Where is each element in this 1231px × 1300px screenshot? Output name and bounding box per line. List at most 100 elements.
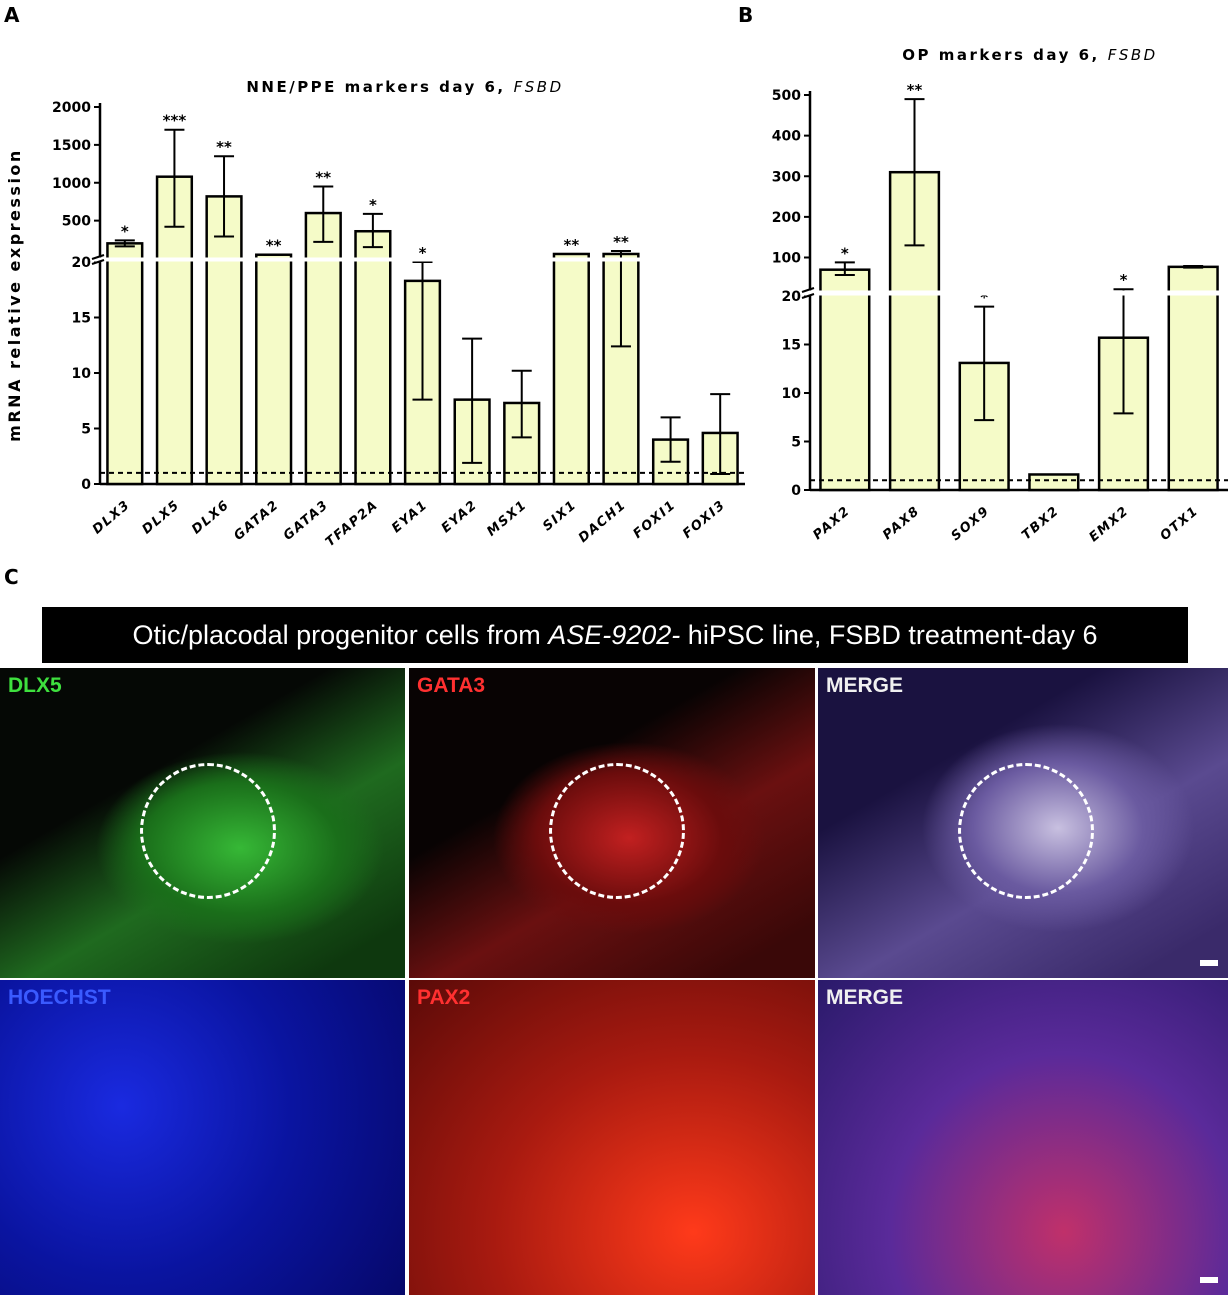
bar	[1167, 265, 1219, 492]
significance: *	[369, 196, 377, 214]
chart-title: NNE/PPE markers day 6, FSBD	[246, 78, 563, 96]
bar	[958, 361, 1010, 492]
significance: ***	[163, 112, 187, 130]
x-tick-label: DLX5	[140, 498, 183, 538]
x-tick-label: PAX8	[880, 504, 923, 543]
error-bar	[1113, 288, 1134, 415]
y-tick-label: 15	[782, 338, 801, 354]
title-text: NNE/PPE markers day 6,	[246, 78, 505, 96]
significance: *	[841, 244, 849, 262]
channel-label: MERGE	[826, 986, 904, 1009]
error-bar	[904, 98, 925, 247]
roi-circle	[549, 763, 685, 899]
error-bar	[511, 369, 532, 439]
title-italic: FSBD	[1108, 46, 1158, 64]
micrograph: GATA3	[409, 668, 815, 978]
error-bar	[412, 261, 433, 401]
bar	[304, 211, 342, 486]
y-tick-label: 0	[791, 483, 801, 499]
channel-label: PAX2	[417, 986, 471, 1009]
x-tick-label: TBX2	[1019, 504, 1062, 544]
micrograph: PAX2	[409, 980, 815, 1295]
significance: *	[121, 222, 129, 240]
title-part: ASE-9202-	[548, 620, 681, 650]
y-tick-label: 400	[772, 129, 801, 145]
bar	[255, 253, 293, 486]
error-bar	[710, 393, 731, 476]
error-bar	[660, 416, 681, 463]
bar	[155, 175, 194, 486]
bar	[1028, 473, 1080, 492]
break-mark	[801, 287, 815, 299]
micrograph: MERGE	[818, 980, 1228, 1295]
axis-break	[802, 290, 1230, 296]
roi-circle	[958, 763, 1094, 899]
x-tick-label: TFAP2A	[323, 498, 382, 550]
y-axis-label: mRNA relative expression	[5, 148, 24, 442]
title-part: Otic/placodal progenitor cells from	[132, 620, 549, 650]
error-bar	[834, 261, 855, 276]
error-bar	[114, 239, 135, 248]
y-tick-label: 0	[81, 477, 91, 493]
significance: *	[980, 289, 988, 307]
error-bar	[1183, 265, 1204, 269]
y-tick-label: 100	[772, 251, 801, 267]
x-tick-label: MSX1	[484, 498, 530, 540]
y-tick-label: 10	[72, 366, 92, 382]
channel-label: GATA3	[417, 674, 486, 697]
error-bar	[974, 305, 995, 422]
channel-label: HOECHST	[8, 986, 111, 1009]
axis-break	[92, 257, 747, 262]
y-tick-label: 20	[72, 255, 92, 271]
error-bar	[164, 128, 185, 228]
y-tick-label: 300	[772, 169, 801, 185]
title-text: OP markers day 6,	[902, 46, 1099, 64]
significance: **	[907, 81, 923, 99]
x-tick-label: DLX3	[90, 498, 133, 538]
x-tick-label: EYA2	[439, 498, 481, 537]
y-tick-label: 20	[782, 289, 802, 305]
significance: **	[563, 236, 579, 254]
roi-circle	[140, 763, 276, 899]
y-tick-label: 5	[791, 435, 801, 451]
bar	[819, 268, 871, 492]
x-tick-label: FOXI1	[631, 498, 680, 542]
x-tick-label: OTX1	[1158, 504, 1202, 544]
scale-bar	[1200, 960, 1218, 966]
error-bar	[362, 212, 383, 249]
significance: **	[216, 138, 232, 156]
y-tick-label: 15	[72, 311, 91, 327]
scale-bar	[1200, 1277, 1218, 1283]
y-tick-label: 500	[62, 214, 91, 230]
micrograph: HOECHST	[0, 980, 405, 1295]
panel-label: B	[738, 3, 753, 27]
channel-label: DLX5	[8, 674, 62, 697]
panel-label: C	[4, 565, 19, 589]
error-bar	[610, 249, 631, 348]
bar	[106, 242, 144, 486]
title-italic: FSBD	[514, 78, 564, 96]
y-tick-label: 1000	[52, 176, 91, 192]
y-tick-label: 5	[81, 422, 91, 438]
bar	[205, 195, 243, 486]
chart-title: OP markers day 6, FSBD	[902, 46, 1157, 64]
charts: A B NNE/PPE markers day 6, FSBD mRNA relat…	[4, 3, 1230, 550]
x-tick-label: PAX2	[810, 504, 853, 543]
bar	[354, 229, 392, 486]
x-tick-label: GATA2	[231, 498, 282, 544]
y-tick-label: 200	[772, 210, 801, 226]
channel-label: MERGE	[826, 674, 904, 697]
significance: **	[266, 237, 282, 255]
title-part: hiPSC line, FSBD treatment-day 6	[680, 620, 1098, 650]
significance: **	[613, 233, 629, 251]
micrograph: MERGE	[818, 668, 1228, 978]
x-tick-label: DACH1	[576, 498, 630, 546]
x-tick-label: DLX6	[189, 498, 232, 538]
x-tick-label: SIX1	[540, 498, 580, 535]
break-mark	[91, 254, 105, 265]
significance: *	[1120, 271, 1128, 289]
error-bar	[313, 185, 334, 243]
y-tick-label: 1500	[52, 138, 91, 154]
figure-title: Otic/placodal progenitor cells from ASE-…	[42, 607, 1188, 663]
